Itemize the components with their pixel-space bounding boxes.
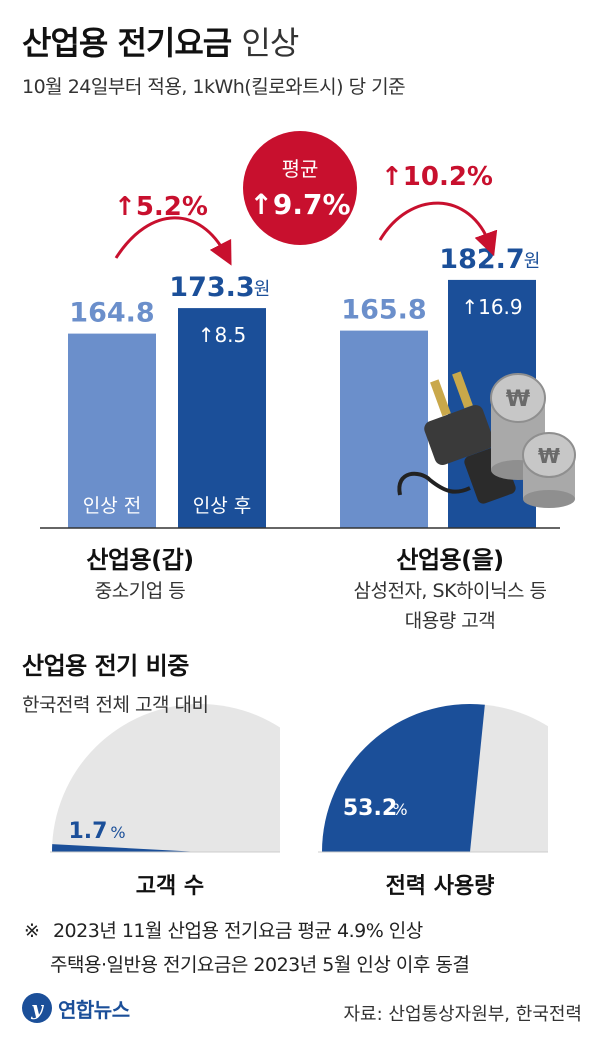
source-credit: 자료: 산업통상자원부, 한국전력 (343, 1004, 582, 1025)
title-bold: 산업용 전기요금 (22, 24, 232, 62)
value-label-before-1: 164.8 (69, 298, 154, 329)
gauge-label-usage: 전력 사용량 (385, 874, 495, 899)
increase-label-1: ↑8.5 (198, 323, 247, 347)
pct-increase-2: ↑10.2% (381, 162, 493, 192)
gauge-1 (52, 704, 280, 852)
pct-increase-1: ↑5.2% (114, 192, 208, 222)
gauge-background-1 (52, 704, 280, 852)
average-badge (243, 131, 357, 245)
increase-label-2: ↑16.9 (461, 295, 522, 319)
group-desc-1: 중소기업 등 (94, 580, 186, 602)
unit-label-1: 원 (254, 279, 271, 300)
gauge-label-customers: 고객 수 (135, 874, 205, 899)
value-label-before-2: 165.8 (341, 295, 426, 326)
average-badge-label: 평균 (282, 157, 319, 181)
page-subtitle: 10월 24일부터 적용, 1kWh(킬로와트시) 당 기준 (22, 76, 406, 98)
won-coin-icon: ₩ ₩ (490, 373, 576, 508)
bar-before-1 (68, 333, 156, 528)
increase-arrow-1 (114, 216, 232, 266)
gauge-value-2: 53.2 (343, 796, 397, 821)
group-desc-2a: 삼성전자, SK하이닉스 등 (353, 580, 547, 602)
page-title: 산업용 전기요금 인상 (22, 18, 299, 64)
share-title: 산업용 전기 비중 (22, 652, 189, 680)
unit-label-2: 원 (524, 251, 541, 272)
bar-after-1 (178, 308, 266, 528)
svg-text:₩: ₩ (506, 387, 530, 412)
title-light: 인상 (241, 24, 299, 62)
note-line-1: 2023년 11월 산업용 전기요금 평균 4.9% 인상 (52, 920, 423, 942)
bar-before-2 (340, 330, 428, 528)
group-label-2: 산업용(을) (396, 546, 504, 574)
gauge-fill-1 (52, 844, 200, 852)
note-mark: ※ (24, 920, 40, 942)
yonhap-logo-mark: y (22, 993, 52, 1023)
yonhap-logo-text: 연합뉴스 (58, 997, 130, 1022)
gauge-pct-sign-2: % (392, 800, 407, 819)
gauge-value-1: 1.7 (69, 819, 108, 844)
group-desc-2b: 대용량 고객 (404, 610, 496, 632)
tag-after-1: 인상 후 (193, 495, 251, 517)
group-label-1: 산업용(갑) (86, 546, 194, 574)
gauge-2 (322, 704, 548, 852)
average-badge-value: ↑9.7% (249, 188, 350, 221)
value-label-after-1: 173.3 (169, 272, 254, 303)
gauge-pct-sign-1: % (110, 823, 125, 842)
tag-before-1: 인상 전 (83, 495, 141, 517)
note-line-2: 주택용·일반용 전기요금은 2023년 5월 인상 이후 동결 (50, 954, 470, 976)
gauge-fill-2 (322, 704, 485, 852)
yonhap-logo: y 연합뉴스 (22, 993, 130, 1023)
share-subtitle: 한국전력 전체 고객 대비 (22, 694, 209, 716)
value-label-after-2: 182.7 (439, 244, 524, 275)
svg-text:₩: ₩ (538, 444, 560, 468)
increase-arrow-2 (378, 201, 498, 257)
